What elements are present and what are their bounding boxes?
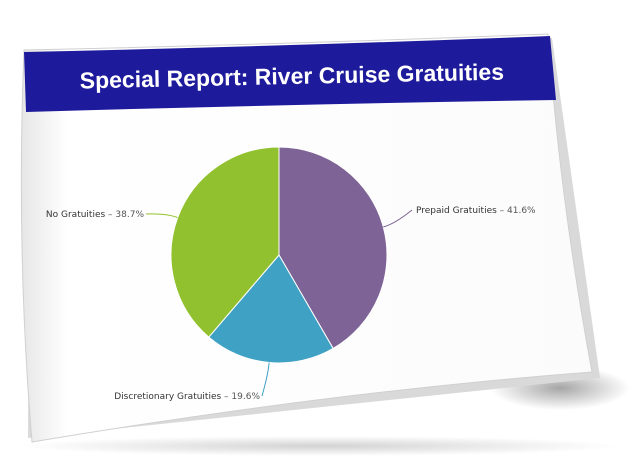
data-label: Discretionary Gratuities – 19.6% xyxy=(114,392,260,402)
data-label-name: No Gratuities xyxy=(46,210,106,220)
data-label-value: – 38.7% xyxy=(105,210,144,220)
leader-line xyxy=(383,209,413,228)
data-label-name: Discretionary Gratuities xyxy=(114,392,221,402)
data-label-value: – 41.6% xyxy=(497,206,536,216)
data-label-value: – 19.6% xyxy=(221,392,260,402)
pie-slice-no-gratuities xyxy=(170,146,280,338)
leader-line xyxy=(261,362,270,397)
data-label-name: Prepaid Gratuities xyxy=(416,206,497,216)
data-label: No Gratuities – 38.7% xyxy=(46,210,145,220)
pie-slice-prepaid-gratuities xyxy=(278,146,388,350)
pie-slice-discretionary-gratuities xyxy=(208,254,334,364)
data-label: Prepaid Gratuities – 41.6% xyxy=(416,206,536,216)
pie-chart xyxy=(170,146,388,364)
leader-line xyxy=(145,213,178,219)
pie-labels: Prepaid Gratuities – 41.6% Discretionary … xyxy=(46,206,536,402)
title-banner xyxy=(24,36,556,112)
booklet-shadow-bottom xyxy=(20,436,620,456)
